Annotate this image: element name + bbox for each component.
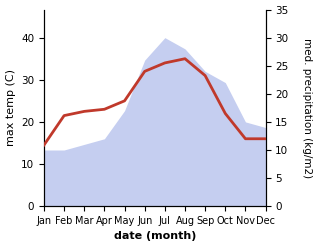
Y-axis label: med. precipitation (kg/m2): med. precipitation (kg/m2)	[302, 38, 313, 178]
Y-axis label: max temp (C): max temp (C)	[5, 69, 16, 146]
X-axis label: date (month): date (month)	[114, 231, 196, 242]
